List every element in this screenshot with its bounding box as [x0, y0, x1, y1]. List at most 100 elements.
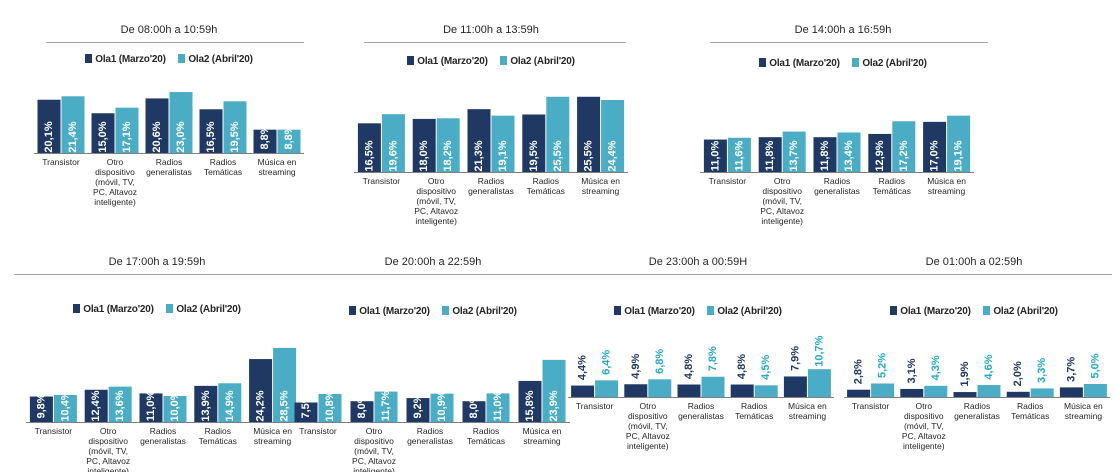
bar-ola1: [783, 376, 807, 397]
legend-label-ola1: Ola1 (Marzo'20): [900, 306, 971, 317]
legend-swatch-ola1: [759, 58, 767, 67]
legend-label-ola1: Ola1 (Marzo'20): [83, 304, 154, 315]
category-label: Transistor: [576, 401, 614, 411]
category-label-line: Radios: [741, 401, 767, 411]
chart-legend: Ola1 (Marzo'20) Ola2 (Abril'20): [14, 304, 300, 315]
bar-ola1: [758, 137, 782, 172]
data-label: 10,0%: [169, 390, 181, 421]
data-label: 13,7%: [788, 140, 800, 171]
bar-ola2: [1083, 384, 1107, 397]
category-label-line: dispositivo: [88, 436, 128, 446]
data-label: 8,0%: [356, 393, 368, 418]
chart-legend: Ola1 (Marzo'20) Ola2 (Abril'20): [34, 54, 304, 65]
data-label: 25,5%: [552, 140, 564, 171]
chart-panel-5: De 20:00h a 22:59h Ola1 (Marzo'20) Ola2 …: [290, 254, 576, 472]
category-label: Otro dispositivo (móvil, TV, PC, Altavoz int…: [86, 426, 130, 472]
data-label: 2,8%: [853, 359, 865, 384]
legend-label-ola2: Ola2 (Abril'20): [176, 304, 241, 315]
category-label-line: inteligente): [903, 441, 945, 451]
legend-item-ola1: Ola1 (Marzo'20): [85, 54, 166, 65]
chart-title: De 11:00h a 13:59h: [443, 24, 539, 36]
category-label: Otro dispositivo (móvil, TV, PC, Altavoz int…: [93, 157, 137, 207]
bar-ola2: [837, 132, 861, 172]
data-label: 17,0%: [929, 140, 941, 171]
category-label-line: streaming: [789, 411, 827, 421]
bar-chart: 20,1% 21,4% Transistor 15,0% 17,1% Otro dispos…: [34, 92, 304, 207]
category-label-line: Música en: [523, 426, 562, 436]
data-label: 15,0%: [97, 121, 109, 152]
bar-chart: 2,8% 5,2% Transistor 3,1% 4,3% Otro dispositiv…: [844, 353, 1110, 451]
bar-ola2: [374, 391, 398, 422]
legend-item-ola1: Ola1 (Marzo'20): [407, 56, 488, 67]
legend-swatch-ola2: [178, 54, 186, 63]
category-label-line: PC, Altavoz: [626, 431, 670, 441]
category-label-line: PC, Altavoz: [86, 456, 130, 466]
category-label-line: streaming: [1065, 411, 1103, 421]
legend-swatch-ola2: [983, 306, 991, 315]
data-label: 11,0%: [145, 390, 157, 421]
data-label: 8,8%: [259, 124, 271, 149]
data-label: 23,0%: [175, 121, 187, 152]
data-label: 19,1%: [497, 140, 509, 171]
bar-ola2: [546, 96, 570, 172]
data-label: 14,9%: [224, 390, 236, 421]
category-label: Otro dispositivo (móvil, TV, PC, Altavoz int…: [902, 401, 946, 451]
category-label-line: dispositivo: [95, 167, 135, 177]
category-label: Radios generalistas: [814, 176, 860, 196]
category-label-line: Otro: [774, 176, 791, 186]
bar-chart: 4,4% 6,4% Transistor 4,9% 6,8% Otro dispositiv…: [568, 335, 834, 451]
bar-ola2: [782, 131, 806, 172]
data-label: 11,8%: [764, 140, 776, 171]
legend-item-ola2: Ola2 (Abril'20): [442, 306, 517, 317]
data-label: 17,1%: [121, 121, 133, 152]
data-label: 10,8%: [324, 390, 336, 421]
data-label: 16,5%: [205, 121, 217, 152]
bar-chart: 7,5% 10,8% Transistor 8,0% 11,7% Otro disposit…: [290, 359, 570, 472]
category-label-line: inteligente): [353, 466, 395, 472]
category-label-line: Radios: [205, 426, 231, 436]
bar-ola2: [648, 379, 672, 397]
category-label-line: Música en: [581, 176, 620, 186]
bar-ola1: [84, 389, 108, 422]
data-label: 7,9%: [789, 346, 801, 371]
data-label: 5,0%: [1089, 353, 1101, 378]
bar-ola1: [91, 113, 115, 153]
bar-chart: 11,0% 11,6% Transistor 11,8% 13,7% Otro dispos…: [700, 115, 974, 226]
category-label: Radios generalistas: [407, 426, 453, 446]
data-label: 3,3%: [1036, 358, 1048, 383]
category-label: Radios Temáticas: [527, 176, 565, 196]
legend-item-ola1: Ola1 (Marzo'20): [614, 306, 695, 317]
category-label-line: Transistor: [299, 426, 337, 436]
bar-ola1: [868, 133, 892, 172]
bar-ola2: [381, 114, 405, 172]
bar-ola1: [730, 384, 754, 397]
data-label: 19,5%: [229, 121, 241, 152]
chart-legend: Ola1 (Marzo'20) Ola2 (Abril'20): [560, 306, 836, 317]
category-label-line: Otro: [100, 426, 117, 436]
category-label-line: (móvil, TV,: [416, 196, 456, 206]
legend-item-ola2: Ola2 (Abril'20): [500, 56, 575, 67]
category-label-line: generalistas: [814, 186, 860, 196]
title-rule: [570, 274, 836, 275]
data-label: 4,8%: [683, 354, 695, 379]
bar-ola1: [139, 393, 163, 422]
data-label: 3,1%: [906, 358, 918, 383]
category-label: Música en streaming: [523, 426, 562, 446]
category-label-line: Transistor: [42, 157, 80, 167]
data-label: 7,8%: [707, 346, 719, 371]
data-label: 1,9%: [959, 361, 971, 386]
bar-ola1: [29, 396, 53, 422]
category-label-line: Transistor: [363, 176, 401, 186]
data-label: 11,6%: [733, 140, 745, 171]
bar-ola2: [491, 115, 515, 172]
category-label-line: inteligente): [415, 216, 457, 226]
chart-title: De 08:00h a 10:59h: [120, 24, 218, 36]
bar-ola2: [924, 385, 948, 397]
category-label-line: Otro: [366, 426, 383, 436]
chart-title: De 01:00h a 02:59h: [925, 256, 1023, 268]
data-label: 17,2%: [898, 140, 910, 171]
bar-ola2: [807, 369, 831, 397]
category-label-line: generalistas: [146, 167, 192, 177]
bar-ola2: [754, 385, 778, 397]
category-label-line: (móvil, TV,: [904, 421, 944, 431]
